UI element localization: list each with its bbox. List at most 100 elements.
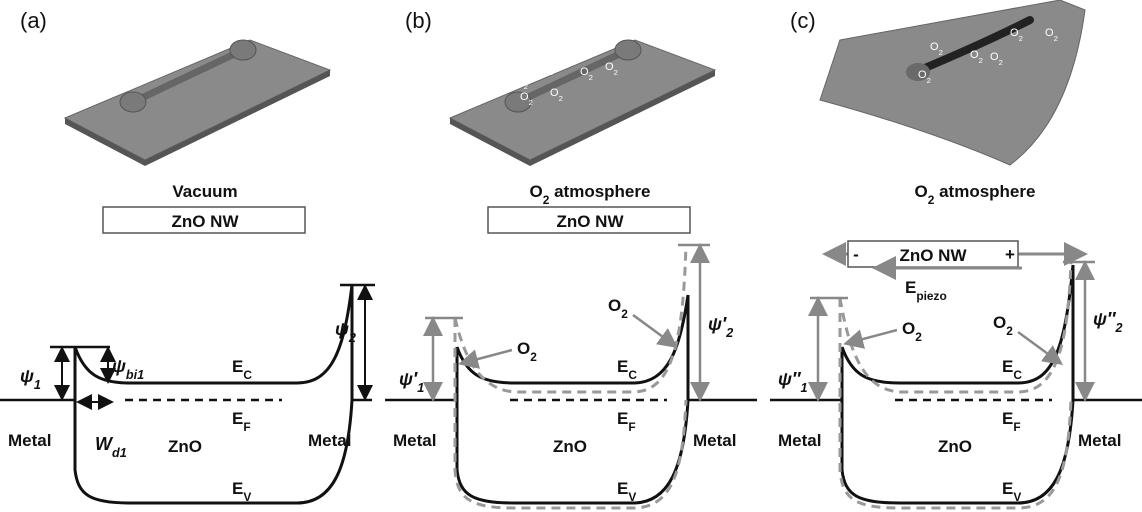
conduction-label-main: E — [1002, 357, 1013, 376]
fermi-label-main: E — [1002, 409, 1013, 428]
electrode — [230, 40, 256, 60]
image-label-sub: 2 — [549, 68, 553, 77]
adsorbate-label-sub: 2 — [530, 350, 537, 364]
electrode — [120, 92, 146, 112]
adsorbate-label-sub: 2 — [915, 330, 922, 344]
depletion-label: Wd1 — [95, 434, 127, 460]
atmosphere-title-main: Vacuum — [172, 182, 237, 201]
metal-label: Metal — [1078, 431, 1121, 450]
field-label-main: E — [905, 278, 916, 297]
barrier-top — [50, 285, 375, 347]
adsorbate-arrow — [633, 315, 674, 345]
barrier-label-main: ψ′ — [399, 369, 418, 389]
built-in-label: ψbi1 — [112, 356, 144, 382]
adsorbed-band — [455, 245, 686, 392]
valence-label: EV — [617, 479, 636, 504]
fermi-label: EF — [232, 409, 251, 434]
conduction-band — [842, 265, 1073, 383]
panel-label: (a) — [20, 8, 47, 33]
image-label-sub: 2 — [529, 98, 533, 107]
image-label-sub: 2 — [927, 76, 931, 85]
metal-label: Metal — [693, 431, 736, 450]
conduction-label: EC — [1002, 357, 1022, 382]
valence-label-main: E — [1002, 479, 1013, 498]
metal-label: Metal — [308, 431, 351, 450]
barrier-label: ψ″2 — [1093, 309, 1123, 335]
atmosphere-title-main: O — [915, 182, 928, 201]
barrier-label-main: ψ″ — [1093, 309, 1117, 329]
nanowire-label: ZnO NW — [171, 212, 239, 231]
barrier-top — [425, 245, 710, 318]
image-label-sub: 2 — [999, 58, 1003, 67]
atmosphere-title: O2 atmosphere — [530, 182, 651, 207]
nanowire-label: ZnO NW — [899, 246, 967, 265]
valence-label-sub: V — [243, 490, 251, 504]
fermi-label-sub: F — [628, 420, 635, 434]
valence-label: EV — [232, 479, 251, 504]
adsorbate-arrow — [463, 350, 512, 363]
barrier-label-sub: 1 — [34, 378, 41, 392]
charge-label: + — [1005, 245, 1015, 264]
barrier-label: ψ″1 — [778, 369, 808, 395]
adsorbate-arrow — [848, 330, 897, 343]
barrier-label: ψ′2 — [708, 314, 733, 340]
adsorbate-label-main: O — [902, 319, 915, 338]
barrier-label-main: ψ — [335, 319, 349, 339]
image-label-sub: 2 — [604, 40, 608, 49]
atmosphere-title: O2 atmosphere — [915, 182, 1036, 207]
conduction-label: EC — [617, 357, 637, 382]
panel-label: (c) — [790, 8, 816, 33]
figure: (a)VacuumZnO NWMetalMetalZnOECEFEVψ1ψbi1… — [0, 0, 1142, 512]
image-label-sub: 2 — [1019, 34, 1023, 43]
conduction-label-main: E — [232, 357, 243, 376]
barrier-label: ψ1 — [20, 366, 41, 392]
adsorbate-arrow — [1018, 332, 1059, 362]
adsorbed-band — [840, 298, 1071, 508]
image-label-sub: 2 — [524, 82, 528, 91]
barrier-label-main: ψ′ — [708, 314, 727, 334]
semiconductor-label: ZnO — [938, 437, 972, 456]
valence-band — [75, 285, 352, 503]
fermi-label-main: E — [617, 409, 628, 428]
image-label-sub: 2 — [614, 68, 618, 77]
valence-label-main: E — [617, 479, 628, 498]
metal-label: Metal — [778, 431, 821, 450]
conduction-label-sub: C — [628, 368, 637, 382]
adsorbate-label: O2 — [993, 313, 1013, 338]
fermi-label-sub: F — [243, 420, 250, 434]
barrier-label-main: ψ — [20, 366, 34, 386]
electrode — [615, 40, 641, 60]
image-label-sub: 2 — [559, 94, 563, 103]
valence-label: EV — [1002, 479, 1021, 504]
nanowire-label: ZnO NW — [556, 212, 624, 231]
adsorbate-label-main: O — [993, 313, 1006, 332]
barrier-label-sub: 2 — [725, 326, 733, 340]
built-in-label-main: ψ — [112, 356, 126, 376]
image-label-sub: 2 — [979, 56, 983, 65]
image-label-sub: 2 — [1054, 34, 1058, 43]
conduction-label-main: E — [617, 357, 628, 376]
barrier-label-sub: 2 — [348, 331, 356, 345]
barrier-label-sub: 1 — [417, 381, 424, 395]
adsorbate-label-sub: 2 — [1006, 324, 1013, 338]
valence-label-sub: V — [628, 490, 636, 504]
charge-label: - — [853, 245, 859, 264]
adsorbed-band — [455, 318, 686, 508]
atmosphere-title-rest: atmosphere — [934, 182, 1035, 201]
semiconductor-label: ZnO — [553, 437, 587, 456]
semiconductor-label: ZnO — [168, 437, 202, 456]
atmosphere-title-main: O — [530, 182, 543, 201]
adsorbate-label-main: O — [517, 339, 530, 358]
barrier-label-sub: 2 — [1115, 321, 1123, 335]
atmosphere-title: Vacuum — [172, 182, 237, 201]
built-in-label-sub: bi1 — [126, 368, 144, 382]
adsorbate-label-sub: 2 — [621, 307, 628, 321]
image-label-sub: 2 — [939, 48, 943, 57]
valence-label-main: E — [232, 479, 243, 498]
fermi-label-main: E — [232, 409, 243, 428]
adsorbate-label: O2 — [608, 296, 628, 321]
fermi-label-sub: F — [1013, 420, 1020, 434]
adsorbed-band — [840, 262, 1071, 392]
bent-substrate — [820, 0, 1085, 165]
adsorbate-label: O2 — [902, 319, 922, 344]
